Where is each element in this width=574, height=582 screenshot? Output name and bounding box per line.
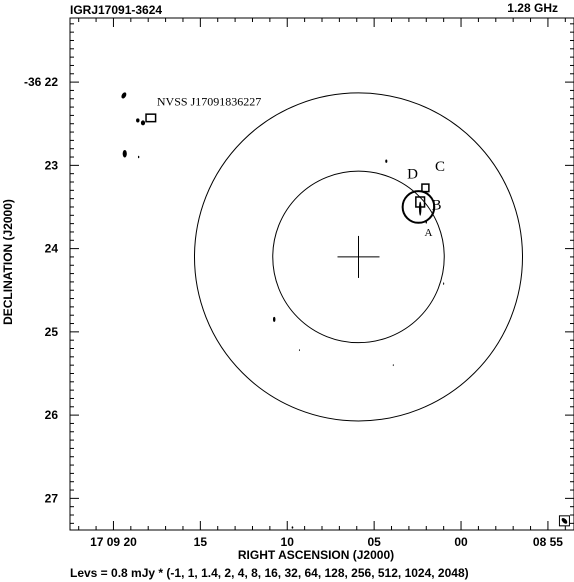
- beam-circle: [272, 170, 445, 344]
- y-axis-label: DECLINATION (J2000): [1, 199, 15, 325]
- y-tick-label: 23: [45, 158, 59, 172]
- x-tick-label: 15: [194, 535, 208, 549]
- radio-source: [122, 149, 127, 158]
- x-tick-label: 00: [454, 535, 468, 549]
- axis-ticks: [70, 18, 574, 530]
- x-tick-label: 08 55: [533, 535, 563, 549]
- radio-source: [385, 159, 388, 163]
- chart-title-source: IGRJ17091-3624: [70, 3, 162, 17]
- source-box-marker: [145, 113, 157, 123]
- source-label: B: [431, 197, 441, 213]
- radio-source: [418, 201, 422, 216]
- radio-source: [140, 120, 146, 126]
- y-tick-labels: -36 22 23 24 25 26 27: [24, 75, 58, 505]
- x-axis-label: RIGHT ASCENSION (J2000): [238, 548, 394, 562]
- radio-source: [272, 316, 276, 322]
- radio-source: [392, 364, 394, 367]
- source-label: NVSS J17091836227: [157, 94, 261, 108]
- source-markers: [145, 113, 436, 224]
- x-tick-label: 05: [367, 535, 381, 549]
- y-tick-label: -36 22: [24, 75, 58, 89]
- source-label: A: [425, 227, 433, 239]
- x-tick-labels: 17 09 20 15 10 05 00 08 55: [90, 535, 563, 549]
- x-tick-label: 10: [281, 535, 295, 549]
- beam-ellipse: [561, 517, 568, 524]
- radio-source: [443, 282, 445, 285]
- y-tick-label: 26: [45, 408, 59, 422]
- radio-source: [121, 92, 127, 99]
- pointing-center-cross: [337, 235, 380, 278]
- source-labels: NVSS J17091836227 D C B A: [157, 94, 445, 239]
- radio-source: [298, 349, 300, 352]
- radio-sources: [121, 92, 445, 529]
- y-tick-label: 24: [45, 242, 59, 256]
- primary-beam-circles: [193, 92, 524, 422]
- source-circle-marker: [401, 190, 436, 224]
- beam-circle: [193, 92, 524, 422]
- source-label: D: [407, 167, 418, 183]
- radio-source: [136, 118, 140, 123]
- source-label: C: [435, 159, 445, 175]
- plot-frame: [69, 17, 574, 531]
- y-tick-label: 27: [45, 491, 59, 505]
- contour-levels-footer: Levs = 0.8 mJy * (-1, 1, 1.4, 2, 4, 8, 1…: [70, 566, 469, 580]
- radio-source: [291, 526, 294, 529]
- x-tick-label: 17 09 20: [90, 535, 137, 549]
- beam-shape: [558, 515, 570, 527]
- source-box-marker: [421, 183, 430, 193]
- y-tick-label: 25: [45, 325, 59, 339]
- chart-title-frequency: 1.28 GHz: [507, 1, 558, 15]
- radio-source: [137, 155, 140, 159]
- beam-box: [558, 515, 570, 527]
- source-box-marker: [415, 196, 426, 208]
